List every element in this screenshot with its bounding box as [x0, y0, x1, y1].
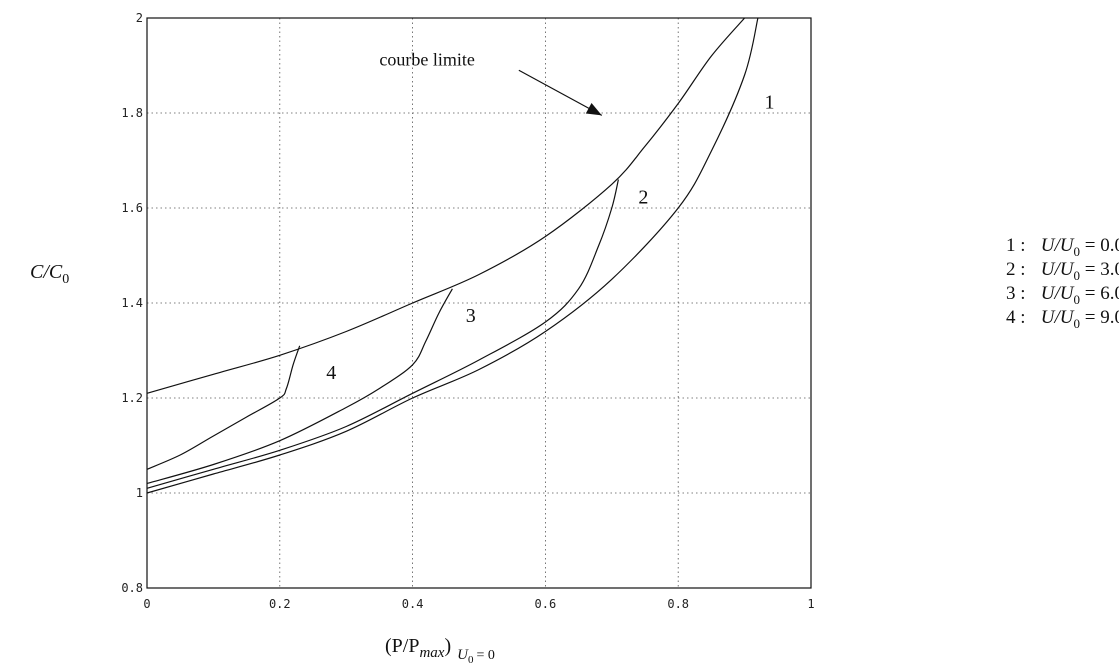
annotations: courbe limite 1 2 3 4 — [326, 50, 774, 385]
legend-number: 4 : — [1006, 307, 1026, 328]
curve-number-label: 2 — [638, 186, 648, 208]
x-tick-label: 0.8 — [667, 597, 689, 611]
y-tick-label: 1 — [136, 486, 143, 500]
legend-entry-2: 2 : U/U0 = 3.0 — [1006, 258, 1119, 283]
courbe-limite-arrowhead — [585, 102, 602, 116]
legend-variable: U/U — [1040, 235, 1074, 256]
curve-number-label: 4 — [326, 362, 336, 384]
plot-frame — [146, 17, 812, 589]
legend-subscript: 0 — [1073, 291, 1080, 307]
legend-number: 2 : — [1006, 259, 1026, 280]
x-tick-label: 0.4 — [402, 597, 424, 611]
tick-labels: 0 0.2 0.4 0.6 0.8 1 0.8 1 1.2 1.4 1.6 1.8 2 — [121, 11, 814, 611]
series-courbe-limite-line — [146, 17, 746, 394]
curve-number-label: 3 — [466, 305, 476, 327]
y-tick-label: 1.2 — [121, 391, 143, 405]
legend-variable: U/U — [1040, 259, 1074, 280]
y-tick-label: 0.8 — [121, 581, 143, 595]
series-2-line — [146, 179, 619, 489]
legend-value: = 3.0 — [1084, 259, 1119, 280]
x-tick-label: 1 — [807, 597, 814, 611]
legend-variable: U/U — [1040, 307, 1074, 328]
legend-subscript: 0 — [1073, 267, 1080, 283]
series-3-line — [146, 288, 453, 485]
y-tick-label: 1.8 — [121, 106, 143, 120]
x-tick-label: 0.6 — [535, 597, 557, 611]
legend-value: = 0.0 — [1084, 235, 1119, 256]
curves — [146, 17, 759, 494]
x-tick-label: 0 — [143, 597, 150, 611]
legend-entry-4: 4 : U/U0 = 9.0 — [1006, 306, 1119, 331]
legend-subscript: 0 — [1073, 315, 1080, 331]
y-axis-label: C/C0 — [30, 261, 69, 287]
legend-value: = 6.0 — [1084, 283, 1119, 304]
x-axis-label: (P/Pmax) U0 = 0 — [385, 635, 495, 666]
legend-number: 1 : — [1006, 235, 1026, 256]
legend-value: = 9.0 — [1084, 307, 1119, 328]
legend-subscript: 0 — [1073, 243, 1080, 259]
y-tick-label: 1.4 — [121, 296, 143, 310]
grid-lines — [147, 18, 811, 588]
legend-number: 3 : — [1006, 283, 1026, 304]
series-1-line — [146, 17, 759, 494]
legend: 1 : U/U0 = 0.0 2 : U/U0 = 3.0 3 : U/U0 =… — [1006, 234, 1119, 331]
y-tick-label: 1.6 — [121, 201, 143, 215]
legend-entry-3: 3 : U/U0 = 6.0 — [1006, 282, 1119, 307]
legend-variable: U/U — [1040, 283, 1074, 304]
courbe-limite-arrow — [518, 69, 603, 116]
legend-entry-1: 1 : U/U0 = 0.0 — [1006, 234, 1119, 259]
x-tick-label: 0.2 — [269, 597, 291, 611]
y-tick-label: 2 — [136, 11, 143, 25]
courbe-limite-label: courbe limite — [379, 50, 474, 70]
curve-number-label: 1 — [765, 91, 775, 113]
series-4-line — [146, 345, 301, 470]
